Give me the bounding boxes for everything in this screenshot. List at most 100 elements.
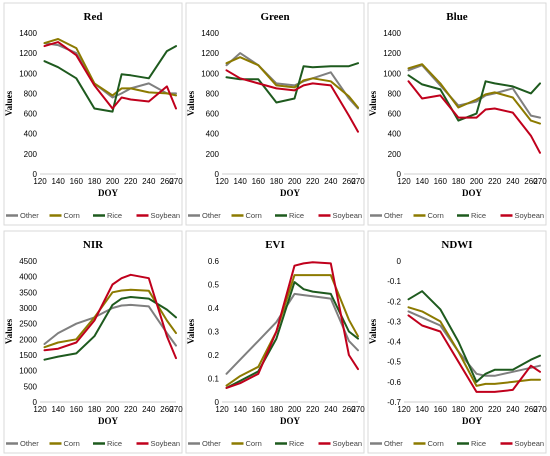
series-line-other: [43, 303, 177, 347]
x-tick-label: 220: [124, 177, 138, 186]
series-line-soybean: [43, 41, 177, 110]
series-line-corn: [225, 274, 359, 387]
x-tick-label: 200: [106, 177, 120, 186]
y-tick-label: 500: [24, 382, 38, 391]
y-axis-title: Values: [186, 318, 196, 344]
y-tick-label: -0.6: [387, 378, 401, 387]
y-tick-label: 4500: [19, 257, 37, 266]
chart-panel-green: Green 0 200 400 600 800 1000 1200 1400 120 140 160 1…: [185, 2, 365, 226]
y-tick-label: 0.3: [208, 328, 220, 337]
x-tick-label: 140: [51, 177, 65, 186]
y-axis-title: Values: [4, 318, 14, 344]
y-tick-label: 1400: [201, 29, 219, 38]
legend-label-other: Other: [384, 211, 403, 220]
y-tick-label: 0: [215, 170, 220, 179]
legend-label-rice: Rice: [107, 439, 122, 448]
y-tick-label: 0.4: [208, 304, 220, 313]
y-tick-label: -0.4: [387, 338, 401, 347]
x-tick-label: 160: [70, 177, 84, 186]
y-tick-label: 400: [388, 130, 402, 139]
legend-label-rice: Rice: [471, 439, 486, 448]
x-tick-label: 220: [488, 405, 502, 414]
y-tick-label: 400: [24, 130, 38, 139]
y-axis-title: Values: [368, 318, 378, 344]
legend-label-other: Other: [202, 439, 221, 448]
legend-label-rice: Rice: [471, 211, 486, 220]
legend-label-corn: Corn: [428, 211, 444, 220]
x-tick-label: 240: [506, 405, 520, 414]
y-tick-label: 0.2: [208, 351, 220, 360]
x-tick-label: 120: [215, 177, 229, 186]
y-tick-label: 1000: [383, 69, 401, 78]
chart-title: NIR: [83, 239, 104, 251]
x-tick-label: 160: [252, 405, 266, 414]
y-tick-label: 1400: [383, 29, 401, 38]
legend-label-soybean: Soybean: [515, 439, 545, 448]
x-tick-label: 160: [252, 177, 266, 186]
chart-panel-nir: NIR 0 500 1000 1500 2000 2500 3000 3500 4000 4500 1…: [3, 230, 183, 454]
x-tick-label: 220: [306, 405, 320, 414]
x-tick-label: 220: [124, 405, 138, 414]
x-tick-label: 140: [51, 405, 65, 414]
chart-panel-red: Red 0 200 400 600 800 1000 1200 1400 120 140 160 180…: [3, 2, 183, 226]
y-tick-label: 400: [206, 130, 220, 139]
x-tick-label: 180: [88, 177, 102, 186]
y-tick-label: 0: [215, 398, 220, 407]
x-tick-label: 160: [434, 405, 448, 414]
x-axis-title: DOY: [280, 188, 301, 198]
x-tick-label: 120: [33, 177, 47, 186]
x-tick-label: 180: [270, 405, 284, 414]
y-tick-label: 1000: [201, 69, 219, 78]
x-tick-label: 240: [506, 177, 520, 186]
x-tick-label: 270: [533, 405, 547, 414]
x-axis-title: DOY: [462, 188, 483, 198]
y-tick-label: 4000: [19, 273, 37, 282]
x-tick-label: 270: [351, 177, 365, 186]
y-tick-label: -0.7: [387, 398, 401, 407]
x-tick-label: 270: [533, 177, 547, 186]
x-tick-label: 180: [88, 405, 102, 414]
chart-panel-evi: EVI 0 0.1 0.2 0.3 0.4 0.5 0.6 120 140 160 180 200 220…: [185, 230, 365, 454]
x-tick-label: 180: [452, 405, 466, 414]
series-line-rice: [407, 74, 541, 122]
legend-label-corn: Corn: [246, 439, 262, 448]
series-line-soybean: [43, 273, 177, 360]
x-tick-label: 140: [233, 177, 247, 186]
x-tick-label: 260: [160, 405, 174, 414]
y-tick-label: 2500: [19, 320, 37, 329]
y-tick-label: 3000: [19, 304, 37, 313]
series-line-other: [225, 292, 359, 375]
y-tick-label: 0: [397, 170, 402, 179]
x-tick-label: 120: [215, 405, 229, 414]
x-tick-label: 240: [142, 405, 156, 414]
legend-label-other: Other: [20, 439, 39, 448]
y-tick-label: -0.5: [387, 358, 401, 367]
y-tick-label: 800: [24, 89, 38, 98]
x-tick-label: 240: [324, 177, 338, 186]
legend-label-rice: Rice: [289, 211, 304, 220]
y-tick-label: 0.6: [208, 257, 220, 266]
x-tick-label: 260: [524, 405, 538, 414]
series-line-soybean: [407, 314, 541, 393]
y-tick-label: 2000: [19, 335, 37, 344]
x-tick-label: 240: [324, 405, 338, 414]
y-tick-label: 200: [388, 150, 402, 159]
legend-label-corn: Corn: [64, 439, 80, 448]
legend-label-soybean: Soybean: [151, 439, 181, 448]
chart-panel-blue: Blue 0 200 400 600 800 1000 1200 1400 120 140 160 18…: [367, 2, 547, 226]
x-axis-title: DOY: [280, 416, 301, 426]
y-tick-label: 1200: [201, 49, 219, 58]
x-axis-title: DOY: [98, 416, 119, 426]
y-tick-label: 0: [33, 170, 38, 179]
x-tick-label: 200: [288, 177, 302, 186]
y-tick-label: -0.1: [387, 277, 401, 286]
series-line-rice: [43, 45, 177, 113]
x-tick-label: 200: [106, 405, 120, 414]
panel-frame: [185, 2, 365, 226]
chart-title: Green: [260, 11, 289, 23]
x-tick-label: 220: [306, 177, 320, 186]
y-tick-label: 600: [24, 110, 38, 119]
y-tick-label: 0.5: [208, 281, 220, 290]
y-tick-label: 1400: [19, 29, 37, 38]
series-line-other: [407, 310, 541, 377]
